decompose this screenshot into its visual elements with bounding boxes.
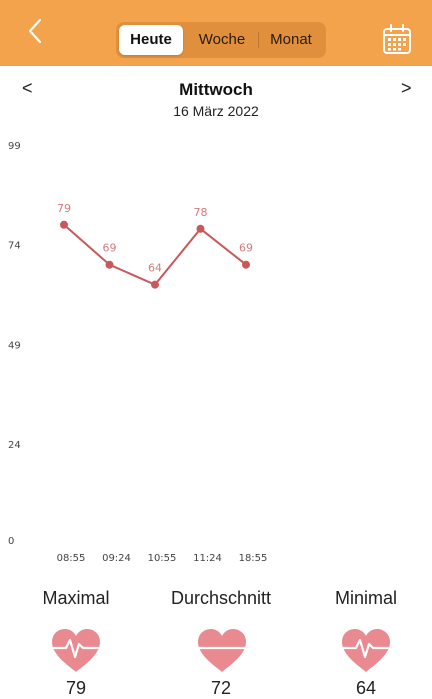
stat-minimal-value: 64 [355, 678, 377, 698]
weekday-title: Mittwoch [179, 80, 253, 99]
y-tick-label: 24 [8, 440, 21, 451]
back-button[interactable] [18, 16, 52, 50]
heart-pulse-icon [48, 626, 104, 674]
data-point [105, 260, 114, 269]
data-label: 69 [103, 242, 117, 255]
heart-rate-line-chart: 99 74 49 24 0 08:55 09:24 10:55 11:24 18:55 79 69 64… [8, 141, 268, 564]
stat-maximal-value: 79 [65, 678, 87, 698]
x-tick-label: 10:55 [148, 553, 177, 564]
x-tick-label: 11:24 [193, 553, 222, 564]
calendar-icon [380, 24, 414, 60]
data-point [196, 224, 205, 233]
data-label: 64 [148, 262, 162, 275]
y-tick-label: 0 [8, 536, 14, 547]
tab-divider [258, 32, 259, 48]
data-point [242, 260, 250, 269]
previous-day-button[interactable]: < [22, 78, 33, 98]
period-segmented-control: Heute Woche Monat [116, 22, 326, 58]
stat-average-value: 72 [210, 678, 232, 698]
y-tick-label: 74 [8, 241, 21, 252]
y-tick-label: 99 [8, 141, 21, 152]
data-point [60, 220, 68, 229]
chevron-left-icon [27, 18, 43, 49]
header-bar: Heute Woche Monat [0, 0, 432, 66]
heart-line-icon [194, 626, 250, 674]
tab-heute[interactable]: Heute [119, 25, 183, 55]
data-point [151, 280, 159, 289]
x-tick-label: 09:24 [102, 553, 131, 564]
y-tick-label: 49 [8, 340, 21, 351]
x-tick-label: 08:55 [57, 553, 86, 564]
data-label: 79 [57, 202, 71, 215]
x-tick-label: 18:55 [239, 553, 268, 564]
tab-woche[interactable]: Woche [198, 31, 246, 48]
stat-average-label: Durchschnitt [170, 588, 272, 608]
data-label: 69 [239, 242, 253, 255]
data-label: 78 [194, 206, 208, 219]
tab-monat[interactable]: Monat [270, 31, 312, 48]
stat-minimal-label: Minimal [334, 588, 397, 608]
date-subtitle: 16 März 2022 [173, 103, 259, 119]
calendar-button[interactable] [380, 22, 414, 56]
series-line [63, 224, 247, 286]
stat-maximal-label: Maximal [42, 588, 110, 608]
heart-pulse-icon [338, 626, 394, 674]
next-day-button[interactable]: > [401, 78, 412, 98]
